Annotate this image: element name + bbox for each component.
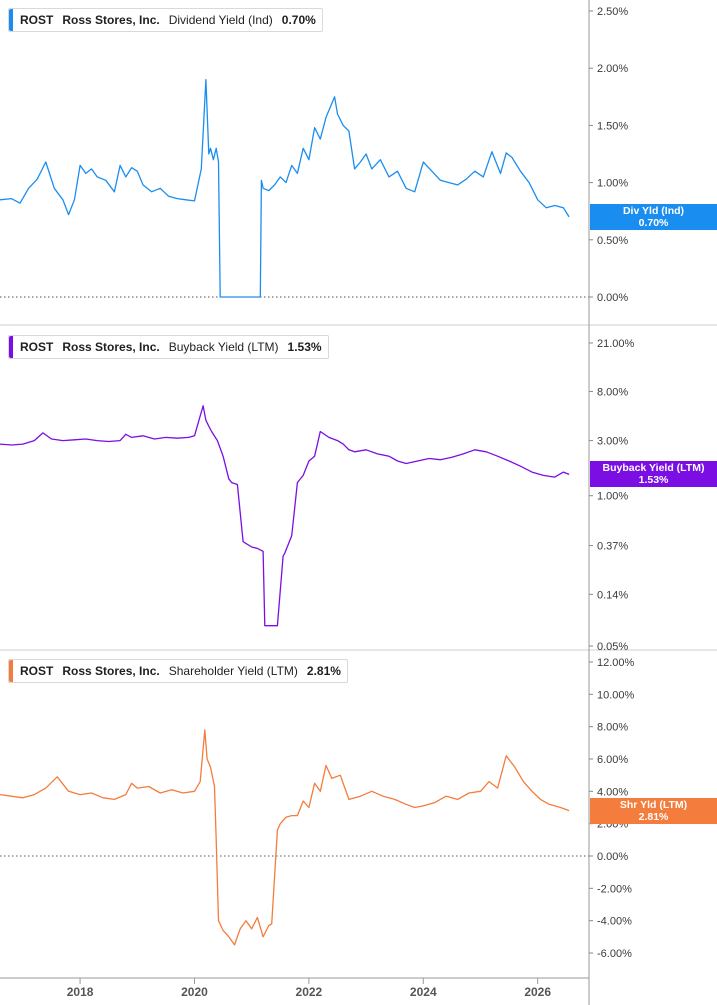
- legend-company: Ross Stores, Inc.: [62, 340, 160, 354]
- y-tick-label: 0.05%: [597, 641, 628, 653]
- y-tick-label: 12.00%: [597, 657, 635, 669]
- y-tick-label: 4.00%: [597, 786, 628, 798]
- x-tick-label: 2026: [524, 985, 551, 999]
- legend-buyback-yield: ROST Ross Stores, Inc. Buyback Yield (LT…: [8, 335, 329, 359]
- legend-swatch-dividend: [9, 9, 13, 31]
- legend-metric: Buyback Yield (LTM): [168, 340, 279, 354]
- y-tick-label: 0.14%: [597, 589, 628, 601]
- y-tick-label: 2.50%: [597, 6, 628, 18]
- legend-ticker: ROST: [20, 340, 54, 354]
- y-tick-label: 21.00%: [597, 338, 635, 350]
- series-line-buyback: [0, 405, 570, 627]
- panel-shareholder: -6.00%-4.00%-2.00%0.00%2.00%4.00%6.00%8.…: [0, 657, 635, 960]
- y-tick-label: 8.00%: [597, 722, 628, 734]
- y-tick-label: 2.00%: [597, 63, 628, 75]
- x-tick-label: 2022: [296, 985, 323, 999]
- legend-metric: Shareholder Yield (LTM): [168, 664, 298, 678]
- y-tick-label: 0.00%: [597, 292, 628, 304]
- y-tick-label: 0.00%: [597, 851, 628, 863]
- y-tick-label: -2.00%: [597, 883, 632, 895]
- x-tick-label: 2018: [67, 985, 94, 999]
- tag-value: 1.53%: [638, 474, 669, 486]
- legend-ticker: ROST: [20, 13, 54, 27]
- y-tick-label: 3.00%: [597, 436, 628, 448]
- y-tick-label: 1.00%: [597, 178, 628, 190]
- tag-label: Buyback Yield (LTM): [602, 462, 705, 474]
- legend-current-value: 2.81%: [306, 664, 341, 678]
- legend-shareholder-yield: ROST Ross Stores, Inc. Shareholder Yield…: [8, 659, 348, 683]
- y-tick-label: 10.00%: [597, 689, 635, 701]
- legend-company: Ross Stores, Inc.: [62, 13, 160, 27]
- tag-label: Shr Yld (LTM): [619, 799, 688, 811]
- series-line-dividend: [0, 78, 570, 298]
- legend-company: Ross Stores, Inc.: [62, 664, 160, 678]
- y-tick-label: 0.50%: [597, 235, 628, 247]
- tag-value: 0.70%: [638, 217, 669, 229]
- y-tick-label: -6.00%: [597, 948, 632, 960]
- y-tick-label: 1.50%: [597, 120, 628, 132]
- panel-dividend: 0.00% 0.50% 1.00% 1.50% 2.00% 2.50%: [0, 6, 717, 326]
- y-tick-label: 6.00%: [597, 754, 628, 766]
- y-tick-label: -4.00%: [597, 916, 632, 928]
- y-tick-label: 0.37%: [597, 541, 628, 553]
- y-tick-label: 8.00%: [597, 386, 628, 398]
- tag-label: Div Yld (Ind): [622, 205, 685, 217]
- x-tick-label: 2020: [181, 985, 208, 999]
- y-tick-label: 1.00%: [597, 491, 628, 503]
- current-value-tag-shareholder: Shr Yld (LTM) 2.81%: [590, 798, 717, 824]
- legend-swatch-shareholder: [9, 660, 13, 682]
- legend-current-value: 0.70%: [281, 13, 316, 27]
- x-tick-label: 2024: [410, 985, 437, 999]
- tag-value: 2.81%: [638, 811, 669, 823]
- current-value-tag-dividend: Div Yld (Ind) 0.70%: [590, 204, 717, 230]
- legend-metric: Dividend Yield (Ind): [168, 13, 273, 27]
- legend-dividend-yield: ROST Ross Stores, Inc. Dividend Yield (I…: [8, 8, 323, 32]
- legend-swatch-buyback: [9, 336, 13, 358]
- legend-current-value: 1.53%: [287, 340, 322, 354]
- legend-ticker: ROST: [20, 664, 54, 678]
- panel-buyback: 0.05% 0.14% 0.37% 1.00% 3.00% 8.00% 21.00%: [0, 338, 717, 653]
- series-line-shareholder: [0, 729, 570, 946]
- current-value-tag-buyback: Buyback Yield (LTM) 1.53%: [590, 461, 717, 487]
